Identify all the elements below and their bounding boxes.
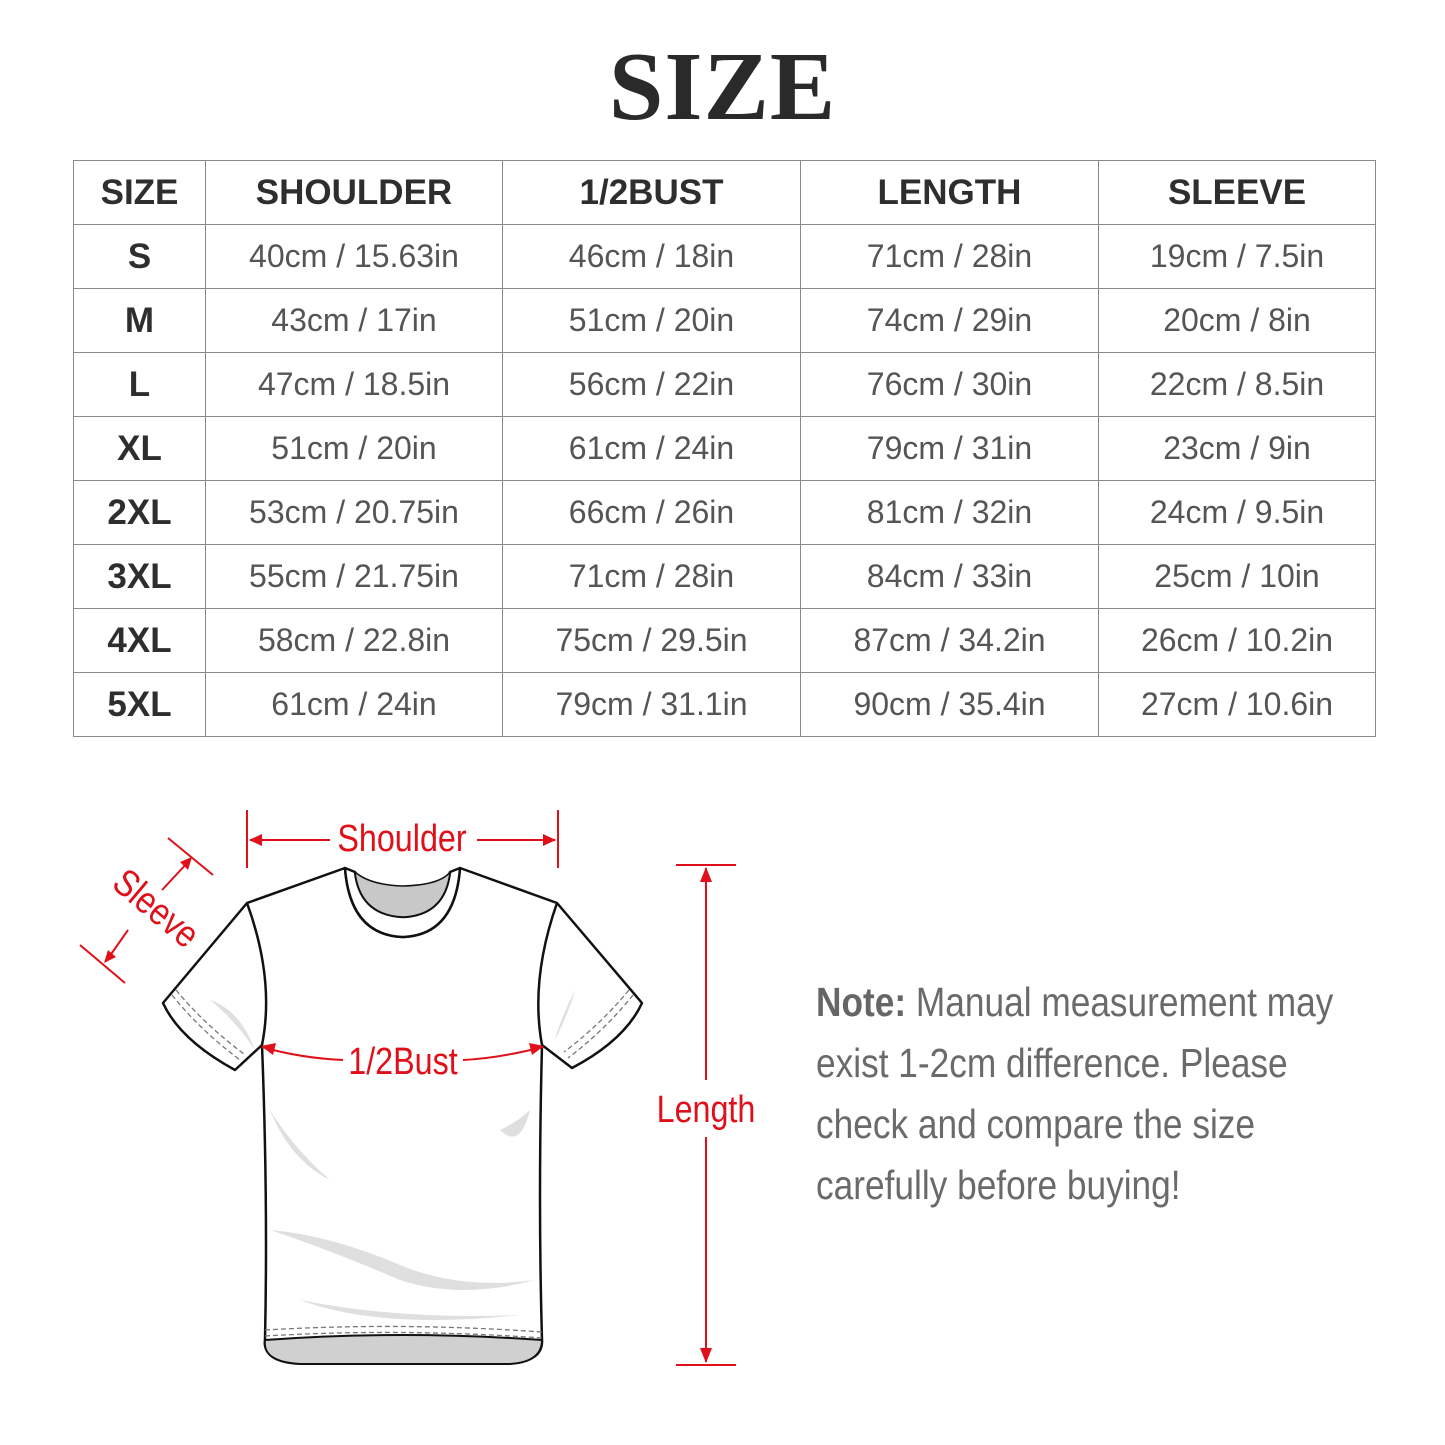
measurement-cell: 56cm / 22in <box>502 352 801 417</box>
measurement-cell: 27cm / 10.6in <box>1098 672 1376 737</box>
table-row: 3XL 55cm / 21.75in 71cm / 28in 84cm / 33in 2… <box>73 544 1376 609</box>
measurement-cell: 90cm / 35.4in <box>800 672 1099 737</box>
bust-label: 1/2Bust <box>348 1041 458 1083</box>
measurement-cell: 55cm / 21.75in <box>205 544 503 609</box>
size-cell: L <box>73 352 206 417</box>
size-cell: 3XL <box>73 544 206 609</box>
table-row: L 47cm / 18.5in 56cm / 22in 76cm / 30in 22cm… <box>73 352 1376 417</box>
measurement-cell: 26cm / 10.2in <box>1098 608 1376 673</box>
size-cell: 4XL <box>73 608 206 673</box>
measurement-cell: 20cm / 8in <box>1098 288 1376 353</box>
length-label: Length <box>657 1089 756 1131</box>
table-row: 2XL 53cm / 20.75in 66cm / 26in 81cm / 32in 2… <box>73 480 1376 545</box>
table-row: S 40cm / 15.63in 46cm / 18in 71cm / 28in 19c… <box>73 224 1376 289</box>
measurement-cell: 47cm / 18.5in <box>205 352 503 417</box>
measurement-cell: 51cm / 20in <box>502 288 801 353</box>
size-cell: S <box>73 224 206 289</box>
note-body: Manual measurement may exist 1-2cm diffe… <box>816 979 1334 1208</box>
column-header: SLEEVE <box>1098 160 1376 225</box>
measurement-cell: 74cm / 29in <box>800 288 1099 353</box>
measurement-cell: 79cm / 31.1in <box>502 672 801 737</box>
size-table: SIZE SHOULDER 1/2BUST LENGTH SLEEVE S 40cm / … <box>73 160 1376 737</box>
table-header-row: SIZE SHOULDER 1/2BUST LENGTH SLEEVE <box>73 160 1376 225</box>
measurement-cell: 23cm / 9in <box>1098 416 1376 481</box>
note-label: Note: <box>816 979 907 1025</box>
size-cell: 2XL <box>73 480 206 545</box>
table-row: M 43cm / 17in 51cm / 20in 74cm / 29in 20cm /… <box>73 288 1376 353</box>
measurement-lines <box>79 810 736 1366</box>
table-row: XL 51cm / 20in 61cm / 24in 79cm / 31in 23cm … <box>73 416 1376 481</box>
measurement-cell: 61cm / 24in <box>502 416 801 481</box>
measurement-cell: 40cm / 15.63in <box>205 224 503 289</box>
measurement-cell: 22cm / 8.5in <box>1098 352 1376 417</box>
measurement-cell: 25cm / 10in <box>1098 544 1376 609</box>
column-header: SIZE <box>73 160 206 225</box>
measurement-cell: 66cm / 26in <box>502 480 801 545</box>
table-row: 5XL 61cm / 24in 79cm / 31.1in 90cm / 35.4in… <box>73 672 1376 737</box>
measurement-cell: 61cm / 24in <box>205 672 503 737</box>
measurement-cell: 24cm / 9.5in <box>1098 480 1376 545</box>
measurement-cell: 84cm / 33in <box>800 544 1099 609</box>
size-cell: 5XL <box>73 672 206 737</box>
measurement-cell: 81cm / 32in <box>800 480 1099 545</box>
measurement-cell: 46cm / 18in <box>502 224 801 289</box>
size-cell: M <box>73 288 206 353</box>
shoulder-label: Shoulder <box>337 818 466 860</box>
measurement-cell: 19cm / 7.5in <box>1098 224 1376 289</box>
column-header: LENGTH <box>800 160 1099 225</box>
tshirt-illustration <box>161 866 644 1365</box>
measurement-cell: 53cm / 20.75in <box>205 480 503 545</box>
measurement-cell: 43cm / 17in <box>205 288 503 353</box>
measurement-cell: 75cm / 29.5in <box>502 608 801 673</box>
note-text: Note: Manual measurement may exist 1-2cm… <box>816 972 1366 1216</box>
measurement-cell: 76cm / 30in <box>800 352 1099 417</box>
measurement-cell: 71cm / 28in <box>502 544 801 609</box>
page-title: SIZE <box>608 33 837 141</box>
measurement-cell: 58cm / 22.8in <box>205 608 503 673</box>
measurement-cell: 79cm / 31in <box>800 416 1099 481</box>
column-header: 1/2BUST <box>502 160 801 225</box>
measurement-cell: 51cm / 20in <box>205 416 503 481</box>
